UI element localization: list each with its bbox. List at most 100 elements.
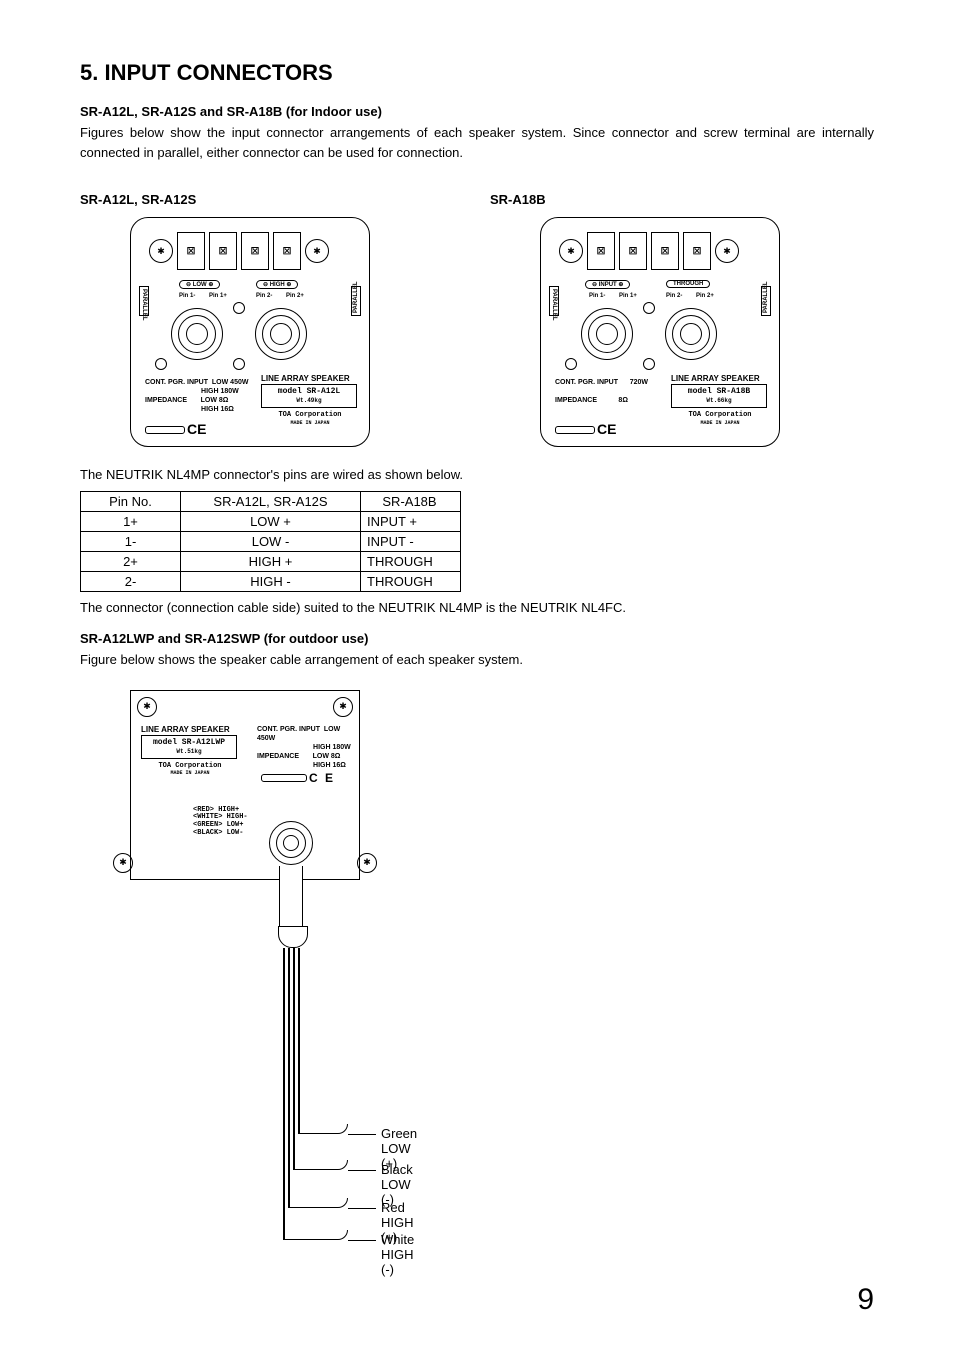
table-header: SR-A18B [361, 491, 461, 511]
outdoor-panel: LINE ARRAY SPEAKER model SR-A12LWPWt.51k… [130, 690, 360, 880]
table-cell: HIGH + [181, 551, 361, 571]
wire-label-white: White HIGH (-) [381, 1232, 414, 1277]
bolt-icon [333, 697, 353, 717]
diagram-col-a12: SR-A12L, SR-A12S ✱ ⊠ ⊠ ⊠ ⊠ ✱ PARALLEL PA… [80, 192, 370, 447]
pin-label: Pin 2+ [696, 293, 714, 299]
model-box: model SR-A18BWt.66kg [671, 384, 767, 408]
vent-icon: ⊠ [619, 232, 647, 270]
bolt-icon [155, 358, 167, 370]
table-row: 1+ LOW + INPUT + [81, 511, 461, 531]
line-array-label: LINE ARRAY SPEAKER [141, 725, 230, 735]
parallel-label: PARALLEL [139, 286, 149, 316]
table-header: Pin No. [81, 491, 181, 511]
parallel-label: PARALLEL [549, 286, 559, 316]
table-header: SR-A12L, SR-A12S [181, 491, 361, 511]
connector-note: The connector (connection cable side) su… [80, 598, 874, 618]
diagram-col-a18: SR-A18B ✱ ⊠ ⊠ ⊠ ⊠ ✱ PARALLEL PARALLEL ⊖ … [490, 192, 780, 447]
pin-label: Pin 2- [666, 293, 682, 299]
table-row: 2- HIGH - THROUGH [81, 571, 461, 591]
bolt-icon: ✱ [559, 239, 583, 263]
pin-label: Pin 1+ [619, 293, 637, 299]
model-box: model SR-A12LWt.49kg [261, 384, 357, 408]
bolt-icon [233, 358, 245, 370]
table-cell: 2- [81, 571, 181, 591]
outdoor-paragraph: Figure below shows the speaker cable arr… [80, 650, 874, 670]
panel-a18: ✱ ⊠ ⊠ ⊠ ⊠ ✱ PARALLEL PARALLEL ⊖ INPUT ⊕ … [540, 217, 780, 447]
spec-text: CONT. PGR. INPUT LOW 450W XXXXXXXXXXXXHI… [257, 725, 359, 770]
table-cell: THROUGH [361, 571, 461, 591]
section-title: 5. INPUT CONNECTORS [80, 60, 874, 86]
neutrik-note: The NEUTRIK NL4MP connector's pins are w… [80, 465, 874, 485]
indoor-heading: SR-A12L, SR-A12S and SR-A18B (for Indoor… [80, 104, 874, 119]
diagram-row: SR-A12L, SR-A12S ✱ ⊠ ⊠ ⊠ ⊠ ✱ PARALLEL PA… [80, 192, 874, 447]
table-cell: INPUT + [361, 511, 461, 531]
high-label: ⊖ HIGH ⊕ [256, 280, 298, 289]
speakon-icon [581, 308, 633, 360]
corp-label: TOA CorporationMADE IN JAPAN [675, 412, 765, 427]
pin-label: Pin 1+ [209, 293, 227, 299]
table-cell: 2+ [81, 551, 181, 571]
model-box: model SR-A12LWPWt.51kg [141, 735, 237, 759]
ce-mark: C E [261, 771, 335, 787]
pin-label: Pin 2- [256, 293, 272, 299]
pin-table: Pin No. SR-A12L, SR-A12S SR-A18B 1+ LOW … [80, 491, 461, 592]
cable-body [279, 866, 303, 936]
cable-gland-icon [269, 821, 313, 865]
vent-icon: ⊠ [587, 232, 615, 270]
pin-label: Pin 1- [179, 293, 195, 299]
bolt-icon [357, 853, 377, 873]
wire-colors: <RED> HIGH+ <WHITE> HIGH- <GREEN> LOW+ <… [193, 807, 248, 838]
bolt-icon [643, 358, 655, 370]
cable-area: Green LOW (+) Black LOW (-) Red HIGH (+)… [261, 866, 321, 1266]
fig-right-label: SR-A18B [490, 192, 780, 207]
spec-text: CONT. PGR. INPUT LOW 450W XXXXXXXXXXXXHI… [145, 378, 248, 414]
wire [293, 948, 295, 1170]
speakon-icon [665, 308, 717, 360]
ce-mark: CE [555, 420, 616, 438]
table-row: 1- LOW - INPUT - [81, 531, 461, 551]
fig-left-label: SR-A12L, SR-A12S [80, 192, 370, 207]
vent-icon: ⊠ [683, 232, 711, 270]
table-row: 2+ HIGH + THROUGH [81, 551, 461, 571]
outdoor-heading: SR-A12LWP and SR-A12SWP (for outdoor use… [80, 631, 874, 646]
speakon-icon [255, 308, 307, 360]
bolt-icon [113, 853, 133, 873]
bolt-icon: ✱ [715, 239, 739, 263]
line-array-label: LINE ARRAY SPEAKER [261, 374, 350, 384]
panel-a12: ✱ ⊠ ⊠ ⊠ ⊠ ✱ PARALLEL PARALLEL ⊖ LOW ⊕ ⊖ … [130, 217, 370, 447]
bolt-icon [643, 302, 655, 314]
table-row: Pin No. SR-A12L, SR-A12S SR-A18B [81, 491, 461, 511]
table-cell: THROUGH [361, 551, 461, 571]
table-cell: INPUT - [361, 531, 461, 551]
input-label: ⊖ INPUT ⊕ [585, 280, 630, 289]
bolt-icon [233, 302, 245, 314]
page-number: 9 [857, 1283, 874, 1317]
indoor-paragraph: Figures below show the input connector a… [80, 123, 874, 162]
corp-label: TOA CorporationMADE IN JAPAN [145, 763, 235, 778]
vent-icon: ⊠ [177, 232, 205, 270]
outdoor-diagram: LINE ARRAY SPEAKER model SR-A12LWPWt.51k… [80, 690, 874, 1170]
table-cell: 1- [81, 531, 181, 551]
corp-label: TOA CorporationMADE IN JAPAN [265, 412, 355, 427]
bolt-icon [137, 697, 157, 717]
parallel-label: PARALLEL [351, 286, 361, 316]
pin-label: Pin 1- [589, 293, 605, 299]
vent-icon: ⊠ [209, 232, 237, 270]
table-cell: LOW + [181, 511, 361, 531]
table-cell: 1+ [81, 511, 181, 531]
vent-icon: ⊠ [241, 232, 269, 270]
pin-label: Pin 2+ [286, 293, 304, 299]
through-label: THROUGH [666, 280, 710, 288]
spec-text: CONT. PGR. INPUT 720W IMPEDANCE 8Ω [555, 378, 648, 405]
wire [283, 948, 285, 1240]
bolt-icon: ✱ [305, 239, 329, 263]
wire [298, 948, 300, 1134]
table-cell: HIGH - [181, 571, 361, 591]
table-cell: LOW - [181, 531, 361, 551]
speakon-icon [171, 308, 223, 360]
bolt-icon [565, 358, 577, 370]
parallel-label: PARALLEL [761, 286, 771, 316]
low-label: ⊖ LOW ⊕ [179, 280, 220, 289]
vent-icon: ⊠ [273, 232, 301, 270]
bolt-icon: ✱ [149, 239, 173, 263]
